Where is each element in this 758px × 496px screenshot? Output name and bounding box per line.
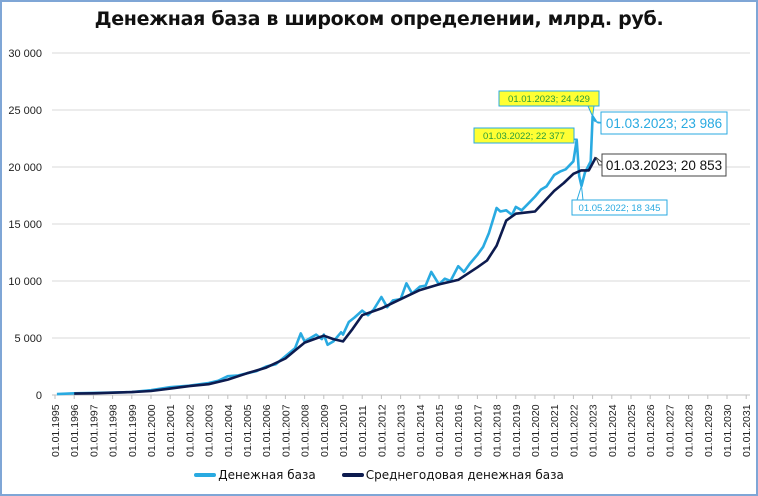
x-tick-label: 01.01.2022	[568, 404, 580, 457]
legend-label: Денежная база	[218, 468, 316, 482]
annual-average-line	[74, 156, 598, 395]
x-tick-label: 01.01.2014	[415, 404, 427, 457]
data-label-callout: 01.01.2023; 24 429	[498, 90, 600, 119]
y-axis: 0 5 000 10 000 15 000 20 000 25 000 30 000	[8, 48, 42, 402]
callout-box	[473, 127, 575, 144]
legend: Денежная база Среднегодовая денежная баз…	[0, 468, 758, 482]
callout-text: 01.03.2023; 20 853	[606, 158, 722, 173]
x-tick-label: 01.01.2006	[261, 404, 273, 457]
data-lines	[56, 115, 598, 396]
callout-text: 01.03.2022; 22 377	[483, 131, 565, 142]
x-tick-label: 01.01.2008	[300, 404, 312, 457]
x-tick-label: 01.01.1999	[127, 404, 139, 457]
y-tick-label: 5 000	[14, 333, 42, 345]
x-tick-label: 01.01.2003	[204, 404, 216, 457]
x-tick-label: 01.01.2025	[626, 404, 638, 457]
x-tick-label: 01.01.2028	[684, 404, 696, 457]
y-tick-label: 15 000	[8, 219, 42, 231]
callout-pointer	[587, 105, 595, 119]
x-axis: 01.01.1995 01.01.1996 01.01.1997 01.01.1998…	[50, 394, 753, 457]
x-tick-label: 01.01.2011	[357, 405, 369, 457]
callout-text: 01.03.2023; 23 986	[606, 116, 722, 131]
callout-text: 01.05.2022; 18 345	[579, 203, 661, 214]
callout-text: 01.01.2023; 24 429	[508, 94, 590, 105]
x-tick-label: 01.01.2020	[530, 404, 542, 457]
legend-item-money-base[interactable]: Денежная база	[194, 468, 316, 482]
x-tick-label: 01.01.2018	[492, 404, 504, 457]
x-tick-label: 01.01.2016	[453, 404, 465, 457]
data-label-callout: 01.03.2023; 20 853	[595, 153, 727, 177]
x-tick-label: 01.01.2023	[588, 404, 600, 457]
data-label-callout: 01.03.2022; 22 377	[473, 127, 578, 144]
x-tick-label: 01.01.2030	[722, 404, 734, 457]
x-tick-label: 01.01.2019	[511, 404, 523, 457]
legend-swatch-icon	[194, 473, 217, 477]
callout-box	[571, 199, 668, 216]
money-base-line	[56, 115, 597, 396]
x-tick-label: 01.01.2026	[645, 404, 657, 457]
y-tick-label: 0	[36, 390, 42, 402]
x-tick-label: 01.01.1998	[108, 404, 120, 457]
x-tick-label: 01.01.2000	[146, 404, 158, 457]
y-tick-label: 25 000	[8, 105, 42, 117]
x-tick-label: 01.01.2027	[664, 404, 676, 457]
legend-swatch-icon	[341, 473, 364, 477]
annotations: 01.01.2023; 24 429 01.03.2022; 22 377 01.0…	[473, 90, 728, 216]
x-tick-label: 01.01.2029	[703, 404, 715, 457]
y-tick-label: 30 000	[8, 48, 42, 60]
callout-pointer	[576, 185, 584, 201]
data-label-callout: 01.03.2023; 23 986	[595, 111, 728, 135]
x-tick-label: 01.01.2010	[338, 404, 350, 457]
x-tick-label: 01.01.2004	[223, 404, 235, 457]
x-tick-label: 01.01.2024	[607, 404, 619, 457]
x-tick-label: 01.01.2007	[280, 404, 292, 457]
x-tick-label: 01.01.2021	[549, 404, 561, 457]
x-tick-label: 01.01.2017	[472, 404, 484, 457]
x-tick-label: 01.01.2012	[376, 404, 388, 457]
chart-title: Денежная база в широком определении, млр…	[94, 8, 664, 30]
callout-box	[600, 111, 728, 135]
x-tick-label: 01.01.1995	[50, 404, 62, 457]
x-tick-label: 01.01.1996	[69, 404, 81, 457]
callout-box	[601, 153, 727, 177]
x-tick-label: 01.01.2005	[242, 404, 254, 457]
y-tick-label: 20 000	[8, 162, 42, 174]
x-tick-label: 01.01.2002	[184, 404, 196, 457]
x-tick-label: 01.01.2009	[319, 404, 331, 457]
data-label-callout: 01.05.2022; 18 345	[571, 185, 668, 216]
x-tick-label: 01.01.2015	[434, 404, 446, 457]
x-tick-label: 01.01.2013	[396, 404, 408, 457]
x-tick-label: 01.01.2031	[741, 404, 753, 457]
callout-box	[498, 90, 600, 107]
x-tick-label: 01.01.1997	[88, 404, 100, 457]
y-tick-label: 10 000	[8, 276, 42, 288]
legend-label: Среднегодовая денежная база	[365, 468, 564, 482]
x-tick-label: 01.01.2001	[165, 404, 177, 457]
legend-item-annual-average[interactable]: Среднегодовая денежная база	[341, 468, 564, 482]
